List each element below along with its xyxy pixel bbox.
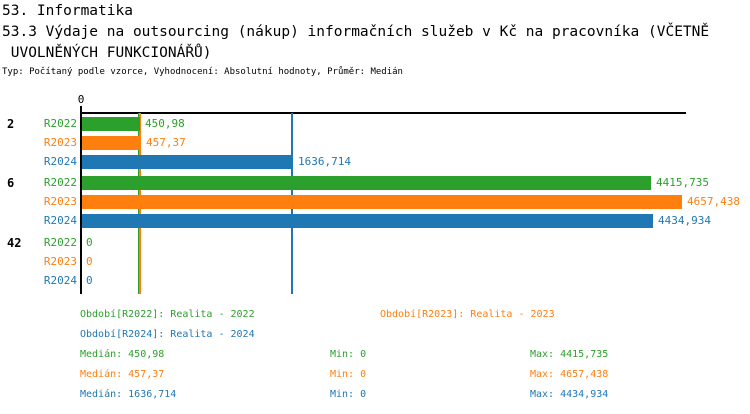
stat-median-r2022: Medián: 450,98 <box>80 349 165 360</box>
bar-value-label: 450,98 <box>145 117 185 130</box>
group-label: 2 <box>7 117 15 131</box>
row-label-R2022: R2022 <box>43 176 77 189</box>
bar-value-label: 0 <box>86 274 93 287</box>
row-label-R2022: R2022 <box>43 117 77 130</box>
stat-median-r2023: Medián: 457,37 <box>80 369 165 380</box>
bar-R2023-group-2 <box>82 136 141 150</box>
outsourcing-bar-chart: 0 2 R2022 450,98 R2023 457,37 R2024 1636,714 6 R2… <box>7 93 740 294</box>
page-subtitle: 53.3 Výdaje na outsourcing (nákup) infor… <box>2 24 710 40</box>
bar-value-label: 457,37 <box>146 136 186 149</box>
stat-median-r2024: Medián: 1636,714 <box>80 389 177 400</box>
bar-R2022-group-6 <box>82 176 651 190</box>
stat-min-r2023: Min: 0 <box>330 369 367 380</box>
page-title: 53. Informatika <box>2 3 133 19</box>
stat-max-r2024: Max: 4434,934 <box>530 389 609 400</box>
legend-item-r2022: Období[R2022]: Realita - 2022 <box>80 309 255 320</box>
bar-R2024-group-2 <box>82 155 293 169</box>
bar-R2022-group-2 <box>82 117 140 131</box>
row-label-R2023: R2023 <box>43 255 77 268</box>
row-label-R2023: R2023 <box>43 136 77 149</box>
bar-value-label: 4415,735 <box>656 176 709 189</box>
group-label: 42 <box>7 236 22 250</box>
row-label-R2023: R2023 <box>43 195 77 208</box>
bar-value-label: 1636,714 <box>298 155 351 168</box>
bar-R2023-group-6 <box>82 195 682 209</box>
stat-min-r2022: Min: 0 <box>330 349 367 360</box>
legend-item-r2024: Období[R2024]: Realita - 2024 <box>80 329 255 340</box>
row-label-R2024: R2024 <box>43 214 77 227</box>
x-axis-line <box>80 112 686 114</box>
row-label-R2022: R2022 <box>43 236 77 249</box>
stat-max-r2022: Max: 4415,735 <box>530 349 609 360</box>
axis-zero-tick-label: 0 <box>77 93 85 106</box>
bar-value-label: 0 <box>86 255 93 268</box>
stat-min-r2024: Min: 0 <box>330 389 367 400</box>
stat-max-r2023: Max: 4657,438 <box>530 369 609 380</box>
legend-item-r2023: Období[R2023]: Realita - 2023 <box>380 309 555 320</box>
y-axis-line <box>80 106 82 294</box>
chart-meta-line: Typ: Počítaný podle vzorce, Vyhodnocení:… <box>2 67 403 77</box>
row-label-R2024: R2024 <box>43 274 77 287</box>
page-subtitle-wrap: UVOLNĚNÝCH FUNKCIONÁŘŮ) <box>2 45 212 61</box>
group-label: 6 <box>7 176 15 190</box>
bar-value-label: 0 <box>86 236 93 249</box>
row-label-R2024: R2024 <box>43 155 77 168</box>
bar-R2024-group-6 <box>82 214 653 228</box>
bar-value-label: 4657,438 <box>687 195 740 208</box>
bar-value-label: 4434,934 <box>658 214 711 227</box>
